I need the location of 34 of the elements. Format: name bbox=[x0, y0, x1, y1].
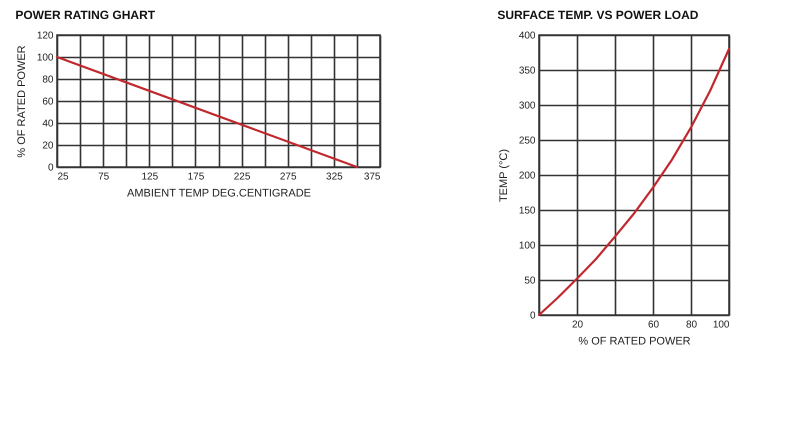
x-tick-label: 225 bbox=[234, 172, 251, 182]
y-tick-label: 250 bbox=[518, 136, 536, 146]
x-tick-label: 25 bbox=[58, 172, 70, 182]
x-tick-label: 125 bbox=[141, 172, 159, 182]
y-tick-label: 60 bbox=[42, 96, 54, 108]
y-tick-label: 50 bbox=[524, 276, 536, 286]
y-tick-label: 40 bbox=[42, 118, 54, 130]
y-axis-title: % OF RATED POWER bbox=[16, 45, 28, 158]
y-tick-label: 400 bbox=[518, 30, 536, 42]
x-tick-label: 75 bbox=[98, 172, 110, 182]
y-tick-label: 80 bbox=[42, 74, 54, 86]
y-tick-label: 200 bbox=[518, 170, 536, 182]
y-tick-label: 350 bbox=[518, 66, 536, 76]
x-tick-label: 175 bbox=[188, 172, 205, 182]
x-axis-title: % OF RATED POWER bbox=[578, 336, 691, 348]
y-axis-title: TEMP (°C) bbox=[498, 148, 510, 202]
chart-title: SURFACE TEMP. VS POWER LOAD bbox=[497, 8, 699, 22]
y-tick-label: 120 bbox=[36, 30, 54, 42]
x-axis-title: AMBIENT TEMP DEG.CENTIGRADE bbox=[127, 188, 311, 200]
x-tick-label: 275 bbox=[280, 172, 297, 182]
y-tick-label: 0 bbox=[48, 162, 54, 174]
x-tick-label: 375 bbox=[364, 172, 381, 182]
chart-title: POWER RATING GHART bbox=[15, 8, 156, 22]
x-tick-label: 60 bbox=[648, 320, 660, 330]
y-tick-label: 20 bbox=[42, 140, 54, 152]
y-tick-label: 100 bbox=[36, 52, 54, 64]
x-tick-label: 80 bbox=[686, 320, 698, 330]
y-tick-label: 100 bbox=[518, 240, 536, 252]
y-tick-label: 0 bbox=[530, 310, 536, 322]
x-tick-label: 20 bbox=[572, 320, 584, 330]
x-tick-label: 100 bbox=[712, 320, 730, 330]
y-tick-label: 300 bbox=[518, 100, 536, 112]
y-tick-label: 150 bbox=[518, 206, 536, 216]
x-tick-label: 325 bbox=[326, 172, 344, 182]
